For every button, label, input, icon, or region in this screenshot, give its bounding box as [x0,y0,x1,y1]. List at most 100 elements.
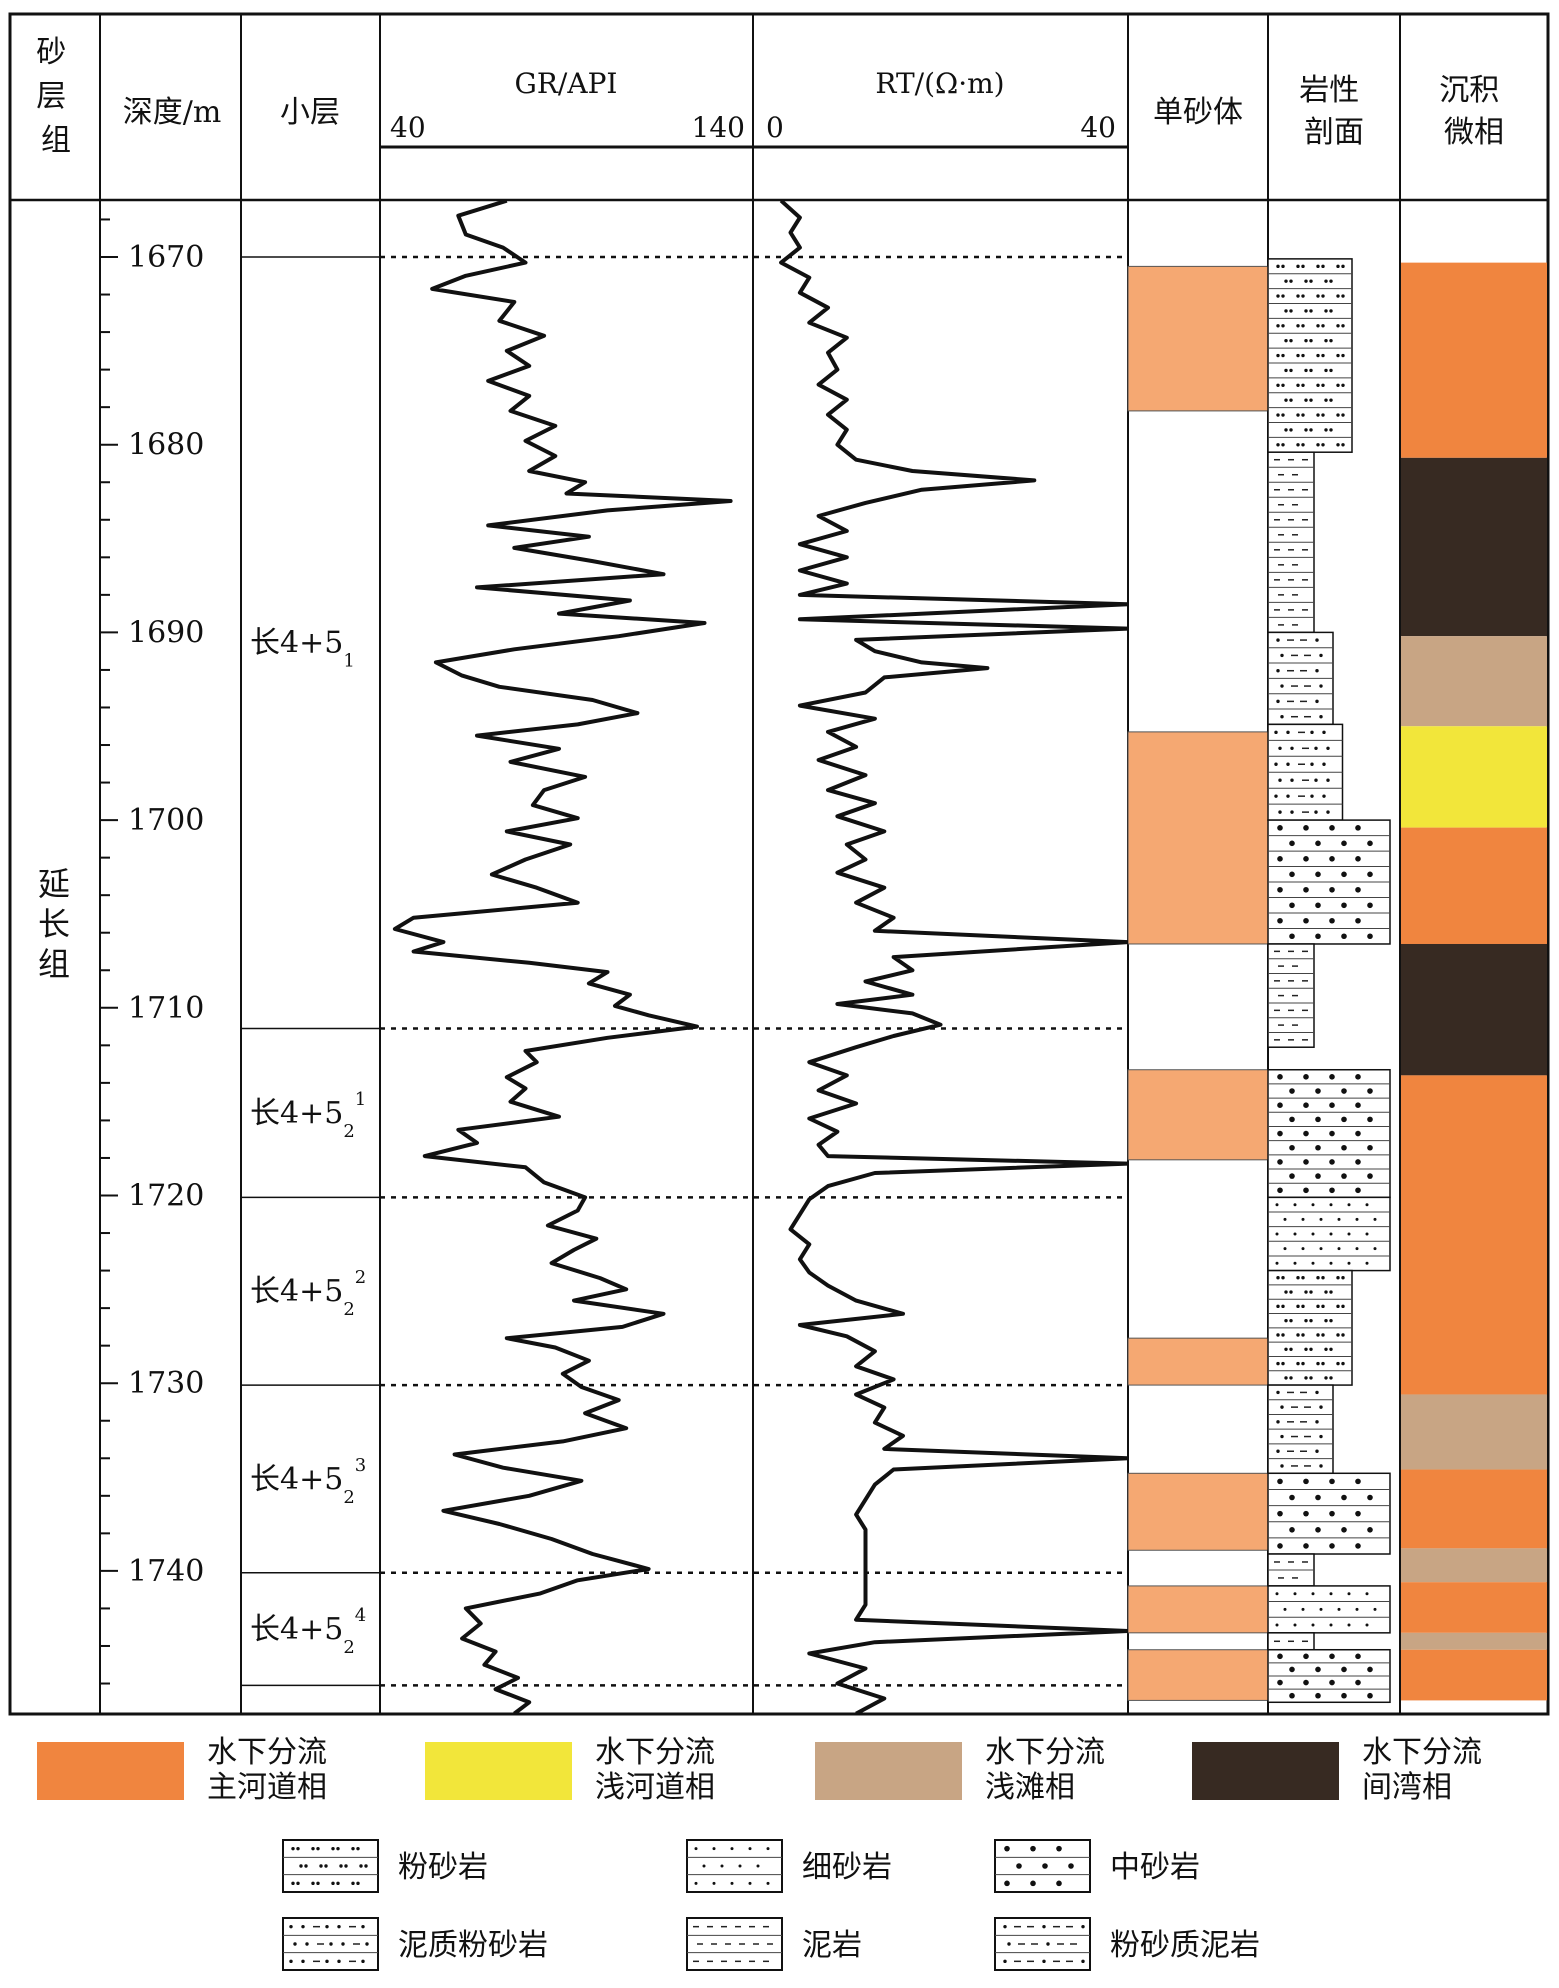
depth-tick-label: 1710 [128,991,204,1026]
legend-facies-label-line-1: 水下分流 [985,1735,1105,1770]
sand-body [1127,1337,1269,1386]
legend-litho-label: 中砂岩 [1110,1850,1200,1885]
facies-segment-shoal [1401,1548,1547,1583]
facies-segment-shoal [1401,636,1547,727]
sand-body [1127,1649,1269,1701]
header-gr-title: GR/API [514,67,617,100]
header-sand-group-char-2: 层 [36,79,66,114]
litho-bed-argillaceous_siltstone [1267,723,1344,821]
legend-swatch-main_channel [37,1742,184,1800]
header-sand-group: 砂 层 组 [36,35,76,158]
sublayer-subscript: 2 [343,1487,354,1508]
gr-curve [392,200,733,1714]
depth-tick-label: 1670 [128,240,204,275]
sublayer-superscript: 3 [355,1455,366,1476]
header-facies: 沉积 微相 [1439,73,1509,150]
legend-swatch-shoal [815,1742,962,1800]
header-depth: 深度/m [123,95,222,130]
sand-body [1127,265,1269,412]
facies-segment-main_channel [1401,1582,1547,1633]
formation-label: 延长组 [38,865,70,983]
sublayer-subscript: 1 [343,651,354,672]
sublayer-superscript: 1 [355,1089,366,1110]
litho-bed-fine_sandstone [1267,1585,1391,1634]
depth-tick-label: 1730 [128,1366,204,1401]
depth-tick-label: 1680 [128,428,204,463]
header-lithology: 岩性 剖面 [1299,73,1369,150]
sublayer-boundaries: 长4+51 长4+521 长4+522 长4+523 长4+524 [241,255,1128,1687]
facies-segment-shallow_channel [1401,726,1547,828]
litho-bed-medium_sandstone [1267,1648,1391,1704]
legend-litho-label: 粉砂岩 [398,1850,488,1885]
sublayer-label: 长4+523 [250,1455,366,1508]
litho-bed-silty_mudstone [1267,631,1334,726]
sublayer-superscript: 4 [355,1605,366,1626]
legend-facies-label-line-2: 主河道相 [207,1770,327,1805]
header-gr-min: 40 [390,111,426,144]
legend-swatch-interdistributary_bay [1192,1742,1339,1800]
litho-bed-mudstone [1267,451,1315,634]
log-curves [392,200,1128,1714]
facies-segment-interdistributary_bay [1401,943,1547,1076]
legend-litho-label: 泥岩 [802,1928,862,1963]
column-headers: 砂 层 组 深度/m 小层 GR/API 40 140 RT/(Ω·m) 0 4… [36,35,1509,158]
sand-bodies [1127,265,1269,1701]
sublayer-subscript: 2 [343,1637,354,1658]
litho-bed-medium_sandstone [1267,1472,1391,1555]
header-facies-line-1: 沉积 [1439,73,1499,108]
legend-facies-label-line-1: 水下分流 [595,1735,715,1770]
depth-tick-label: 1740 [128,1554,204,1589]
litho-bed-fine_sandstone [1267,1196,1391,1272]
depth-tick-label: 1690 [128,615,204,650]
legend-litho-mudstone [686,1917,783,1971]
legend-litho-silty_mudstone [994,1917,1091,1971]
legend-litho-medium_sandstone [994,1839,1091,1893]
legend-facies-label-line-1: 水下分流 [1362,1735,1482,1770]
formation-char: 组 [38,945,70,983]
sublayer-label: 长4+524 [250,1605,366,1658]
header-facies-line-2: 微相 [1444,115,1504,150]
litho-bed-medium_sandstone [1267,1068,1391,1199]
litho-bed-medium_sandstone [1267,819,1391,945]
header-sand-group-char-1: 砂 [36,35,66,70]
header-rt-max: 40 [1080,111,1116,144]
header-lithology-line-1: 岩性 [1299,73,1359,108]
sublayer-label: 长4+521 [250,1089,366,1142]
facies-segment-main_channel [1401,1469,1547,1549]
formation-char: 长 [38,905,70,943]
litho-bed-siltstone [1267,1269,1353,1386]
rt-curve [779,200,1128,1714]
litho-bed-mudstone [1267,943,1315,1048]
header-gr-max: 140 [692,111,745,144]
header-rt-min: 0 [766,111,784,144]
header-rt-title: RT/(Ω·m) [875,67,1004,100]
facies-segment-main_channel [1401,1075,1547,1395]
sand-body [1127,1069,1269,1161]
facies-strip [1401,262,1547,1701]
litho-bed-siltstone [1267,258,1353,453]
header-layer: 小层 [280,95,340,130]
facies-segment-main_channel [1401,827,1547,944]
sublayer-label: 长4+51 [250,626,355,672]
sublayer-subscript: 2 [343,1299,354,1320]
header-sand-body: 单砂体 [1153,95,1243,130]
legend-facies-label-line-1: 水下分流 [207,1735,327,1770]
sand-body [1127,731,1269,945]
legend-litho-label: 泥质粉砂岩 [398,1928,548,1963]
legend-facies-label-line-2: 间湾相 [1362,1770,1452,1805]
legend-litho-fine_sandstone [686,1839,783,1893]
header-lithology-line-2: 剖面 [1304,115,1364,150]
depth-tick-label: 1700 [128,803,204,838]
facies-segment-shoal [1401,1632,1547,1650]
sand-body [1127,1585,1269,1634]
sublayer-superscript: 2 [355,1267,366,1288]
legend-litho-argillaceous_siltstone [282,1917,379,1971]
litho-bed-silty_mudstone [1267,1384,1334,1475]
legend-litho-siltstone [282,1839,379,1893]
legend-swatch-shallow_channel [425,1742,572,1800]
litho-bed-mudstone [1267,1632,1315,1651]
sublayer-label: 长4+522 [250,1267,366,1320]
